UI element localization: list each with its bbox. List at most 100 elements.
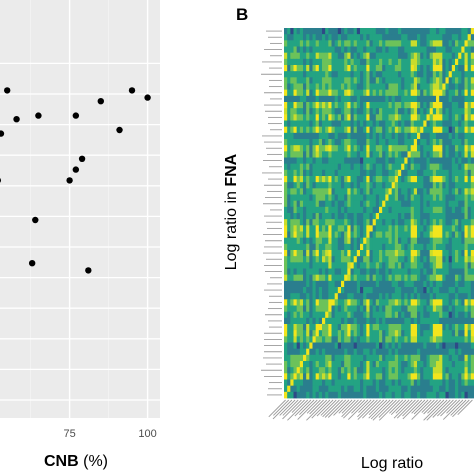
heatmap-cell <box>284 126 288 134</box>
heatmap-cell <box>420 58 424 66</box>
heatmap-cell <box>325 176 329 183</box>
heatmap-cell <box>331 280 336 288</box>
heatmap-cell <box>429 361 434 368</box>
heatmap-cell <box>420 65 424 72</box>
heatmap-cell <box>299 194 304 202</box>
heatmap-cell <box>404 200 408 208</box>
heatmap-cell <box>464 385 469 393</box>
heatmap-cell <box>360 108 364 115</box>
column-label-mark <box>368 399 388 419</box>
heatmap-cell <box>436 132 440 140</box>
heatmap-cell <box>347 102 351 109</box>
heatmap-cell <box>334 262 339 269</box>
heatmap-cell <box>379 225 383 232</box>
heatmap-cell <box>290 274 294 282</box>
heatmap-cell <box>366 311 370 319</box>
heatmap-cell <box>293 89 298 97</box>
heatmap-cell <box>442 65 446 72</box>
heatmap-cell <box>356 46 361 54</box>
heatmap-cell <box>296 299 301 306</box>
heatmap-cell <box>467 305 472 313</box>
heatmap-cell <box>455 219 459 226</box>
heatmap-cell <box>407 287 412 294</box>
heatmap-cell <box>303 336 307 343</box>
heatmap-cell <box>417 287 421 294</box>
heatmap-cell <box>455 206 459 214</box>
heatmap-cell <box>429 108 434 115</box>
heatmap-cell <box>394 108 399 115</box>
heatmap-cell <box>353 213 358 220</box>
heatmap-cell <box>318 274 323 282</box>
heatmap-cell <box>360 200 364 208</box>
heatmap-cell <box>436 157 440 165</box>
heatmap-cell <box>404 132 408 140</box>
heatmap-cell <box>337 268 342 276</box>
heatmap-cell <box>328 317 332 325</box>
heatmap-cell <box>451 169 456 177</box>
heatmap-cell <box>470 132 474 140</box>
heatmap-cell <box>325 139 329 146</box>
heatmap-cell <box>451 34 456 41</box>
heatmap-cell <box>379 342 383 350</box>
heatmap-cell <box>391 287 396 294</box>
heatmap-cell <box>445 145 450 152</box>
heatmap-cell <box>394 145 399 152</box>
heatmap-cell <box>328 102 332 109</box>
heatmap-cell <box>356 65 361 72</box>
heatmap-cell <box>401 95 405 103</box>
heatmap-cell <box>356 139 361 146</box>
heatmap-cell <box>404 206 408 214</box>
heatmap-cell <box>426 163 431 171</box>
heatmap-cell <box>306 262 310 269</box>
heatmap-cell <box>391 231 396 239</box>
heatmap-cell <box>344 151 348 158</box>
heatmap-cell <box>382 77 386 84</box>
heatmap-cell <box>398 200 402 208</box>
heatmap-cell <box>439 71 443 78</box>
heatmap-cell <box>356 256 361 263</box>
heatmap-cell <box>401 145 405 152</box>
heatmap-cell <box>341 200 345 208</box>
heatmap-cell <box>401 280 405 288</box>
heatmap-cell <box>429 163 434 171</box>
heatmap-cell <box>426 317 431 325</box>
scatter-point <box>78 155 86 162</box>
heatmap-cell <box>413 299 418 306</box>
heatmap-cell <box>337 176 342 183</box>
heatmap-cell <box>315 206 320 214</box>
heatmap-cell <box>372 385 377 393</box>
heatmap-cell <box>356 188 361 195</box>
heatmap-cell <box>442 225 446 232</box>
heatmap-cell <box>420 40 424 47</box>
heatmap-cell <box>303 126 307 134</box>
heatmap-cell <box>372 40 377 47</box>
heatmap-cell <box>353 243 358 251</box>
heatmap-cell <box>306 169 310 177</box>
heatmap-cell <box>309 206 313 214</box>
heatmap-cell <box>432 120 437 128</box>
heatmap-cell <box>445 58 450 66</box>
heatmap-cell <box>420 188 424 195</box>
heatmap-cell <box>382 176 386 183</box>
heatmap-cell <box>439 379 443 387</box>
heatmap-cell <box>344 268 348 276</box>
heatmap-cell <box>331 268 336 276</box>
heatmap-cell <box>442 145 446 152</box>
heatmap-cell <box>451 256 456 263</box>
heatmap-cell <box>341 373 345 380</box>
heatmap-cell <box>455 330 459 337</box>
heatmap-cell <box>388 139 393 146</box>
heatmap-cell <box>407 219 412 226</box>
heatmap-cell <box>458 225 462 232</box>
heatmap-cell <box>290 231 294 239</box>
heatmap-cell <box>284 71 288 78</box>
heatmap-cell <box>407 157 412 165</box>
heatmap-cell <box>388 324 393 331</box>
heatmap-cell <box>350 299 355 306</box>
heatmap-cell <box>366 373 370 380</box>
heatmap-cell <box>306 89 310 97</box>
heatmap-cell <box>328 71 332 78</box>
heatmap-cell <box>331 305 336 313</box>
heatmap-cell <box>312 231 317 239</box>
heatmap-cell <box>299 52 304 60</box>
